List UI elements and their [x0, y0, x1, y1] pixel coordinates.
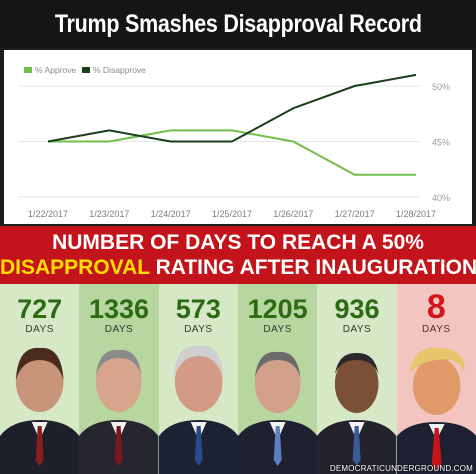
x-tick-label: 1/23/2017: [89, 209, 129, 219]
president-column-2: 1336 DAYS: [79, 284, 159, 474]
legend-swatch: [82, 67, 90, 73]
header-bar: Trump Smashes Disapproval Record: [0, 0, 476, 48]
series-line-1: [48, 129, 416, 176]
banner-line-2: DISAPPROVAL RATING AFTER INAUGURATION: [0, 256, 476, 280]
series-line-2: [47, 73, 417, 143]
portrait-illustration: [317, 352, 397, 474]
banner-line-1: NUMBER OF DAYS TO REACH A 50%: [52, 231, 424, 254]
portrait-illustration: [158, 345, 238, 474]
portrait-illustration: [237, 351, 318, 474]
chart-panel: 40% 45% 50% 1/22/2017 1/23/2017 1/24/2017 1/25…: [4, 50, 472, 224]
legend-label: % Disapprove: [93, 65, 146, 75]
president-column-3: 573 DAYS: [158, 284, 238, 474]
portrait-illustration: [79, 349, 159, 474]
legend-label: % Approve: [35, 65, 76, 75]
y-tick-label: 50%: [432, 82, 450, 92]
page-title: Trump Smashes Disapproval Record: [54, 9, 422, 38]
x-tick-label: 1/26/2017: [273, 209, 313, 219]
portrait-illustration: [396, 347, 476, 474]
x-tick-label: 1/24/2017: [151, 209, 191, 219]
presidents-row: 727 DAYS 1336 DAYS 573 DAYS: [0, 284, 476, 474]
legend-swatch: [24, 67, 32, 73]
x-tick-label: 1/27/2017: [335, 209, 375, 219]
x-tick-label: 1/25/2017: [212, 209, 252, 219]
president-column-1: 727 DAYS: [0, 284, 80, 474]
president-column-5: 936 DAYS: [317, 284, 397, 474]
x-tick-label: 1/28/2017: [396, 209, 436, 219]
days-count: 8: [426, 288, 446, 326]
days-unit: DAYS: [25, 324, 54, 335]
portrait-illustration: [0, 347, 80, 474]
source-credit: DEMOCRATICUNDERGROUND.COM: [329, 464, 473, 473]
days-count: 573: [175, 294, 221, 324]
days-unit: DAYS: [342, 324, 372, 335]
x-tick-label: 1/22/2017: [28, 209, 68, 219]
days-unit: DAYS: [184, 324, 213, 335]
y-tick-label: 40%: [432, 193, 450, 203]
president-column-4: 1205 DAYS: [237, 284, 318, 474]
headline-banner: NUMBER OF DAYS TO REACH A 50% DISAPPROVA…: [0, 226, 476, 284]
y-tick-label: 45%: [432, 138, 450, 148]
days-count: 936: [334, 294, 380, 324]
days-unit: DAYS: [104, 324, 134, 335]
days-unit: DAYS: [263, 324, 292, 335]
line-chart: 40% 45% 50% 1/22/2017 1/23/2017 1/24/2017 1/25…: [18, 65, 450, 219]
days-count: 727: [17, 294, 63, 324]
president-column-6: 8 DAYS: [396, 284, 476, 474]
days-unit: DAYS: [422, 324, 451, 335]
days-count: 1205: [247, 294, 308, 324]
banner-rest: RATING AFTER INAUGURATION: [149, 256, 476, 279]
days-count: 1336: [88, 294, 150, 324]
banner-highlight: DISAPPROVAL: [0, 256, 150, 279]
